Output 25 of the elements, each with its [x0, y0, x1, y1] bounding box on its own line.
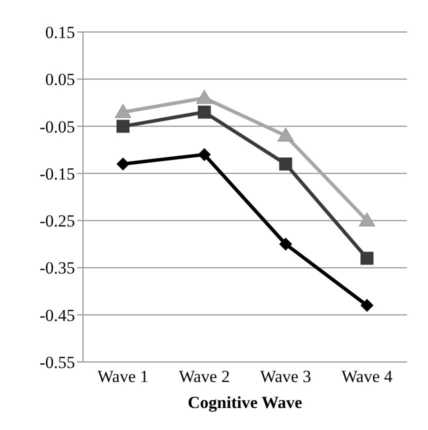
x-tick-label: Wave 3: [260, 367, 312, 386]
y-tick-label: 0.05: [45, 70, 75, 90]
y-tick-label: -0.55: [40, 353, 75, 372]
y-tick-label: -0.15: [40, 164, 75, 184]
y-tick-label: -0.45: [40, 306, 75, 325]
point: [279, 158, 292, 170]
y-tick-label: -0.35: [40, 258, 75, 278]
x-tick-label: Wave 4: [341, 367, 394, 386]
y-tick-label: -0.25: [40, 212, 75, 231]
point: [360, 298, 374, 312]
point: [358, 212, 376, 226]
point: [198, 106, 211, 119]
point: [277, 127, 294, 142]
y-tick-label: 0.15: [45, 23, 75, 42]
x-tick-label: Wave 2: [178, 367, 230, 386]
point: [116, 158, 130, 170]
x-axis-title: Cognitive Wave: [188, 393, 303, 412]
y-tick-label: -0.05: [40, 117, 75, 136]
point: [360, 252, 374, 265]
point: [198, 148, 211, 162]
point: [196, 90, 213, 104]
point: [279, 238, 292, 251]
x-tick-label: Wave 1: [97, 367, 149, 386]
point: [116, 120, 130, 133]
point: [114, 104, 132, 118]
